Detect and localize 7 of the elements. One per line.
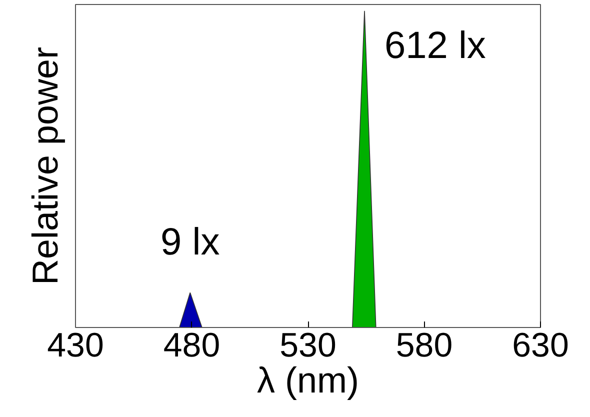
y-axis-title: Relative power <box>24 46 66 286</box>
x-tick-label: 430 <box>47 326 104 364</box>
annotation: 612 lx <box>384 24 486 67</box>
x-tick-label: 580 <box>396 326 453 364</box>
x-tick-label: 480 <box>163 326 220 364</box>
annotation: 9 lx <box>160 222 220 264</box>
x-tick-label: 630 <box>512 326 569 364</box>
